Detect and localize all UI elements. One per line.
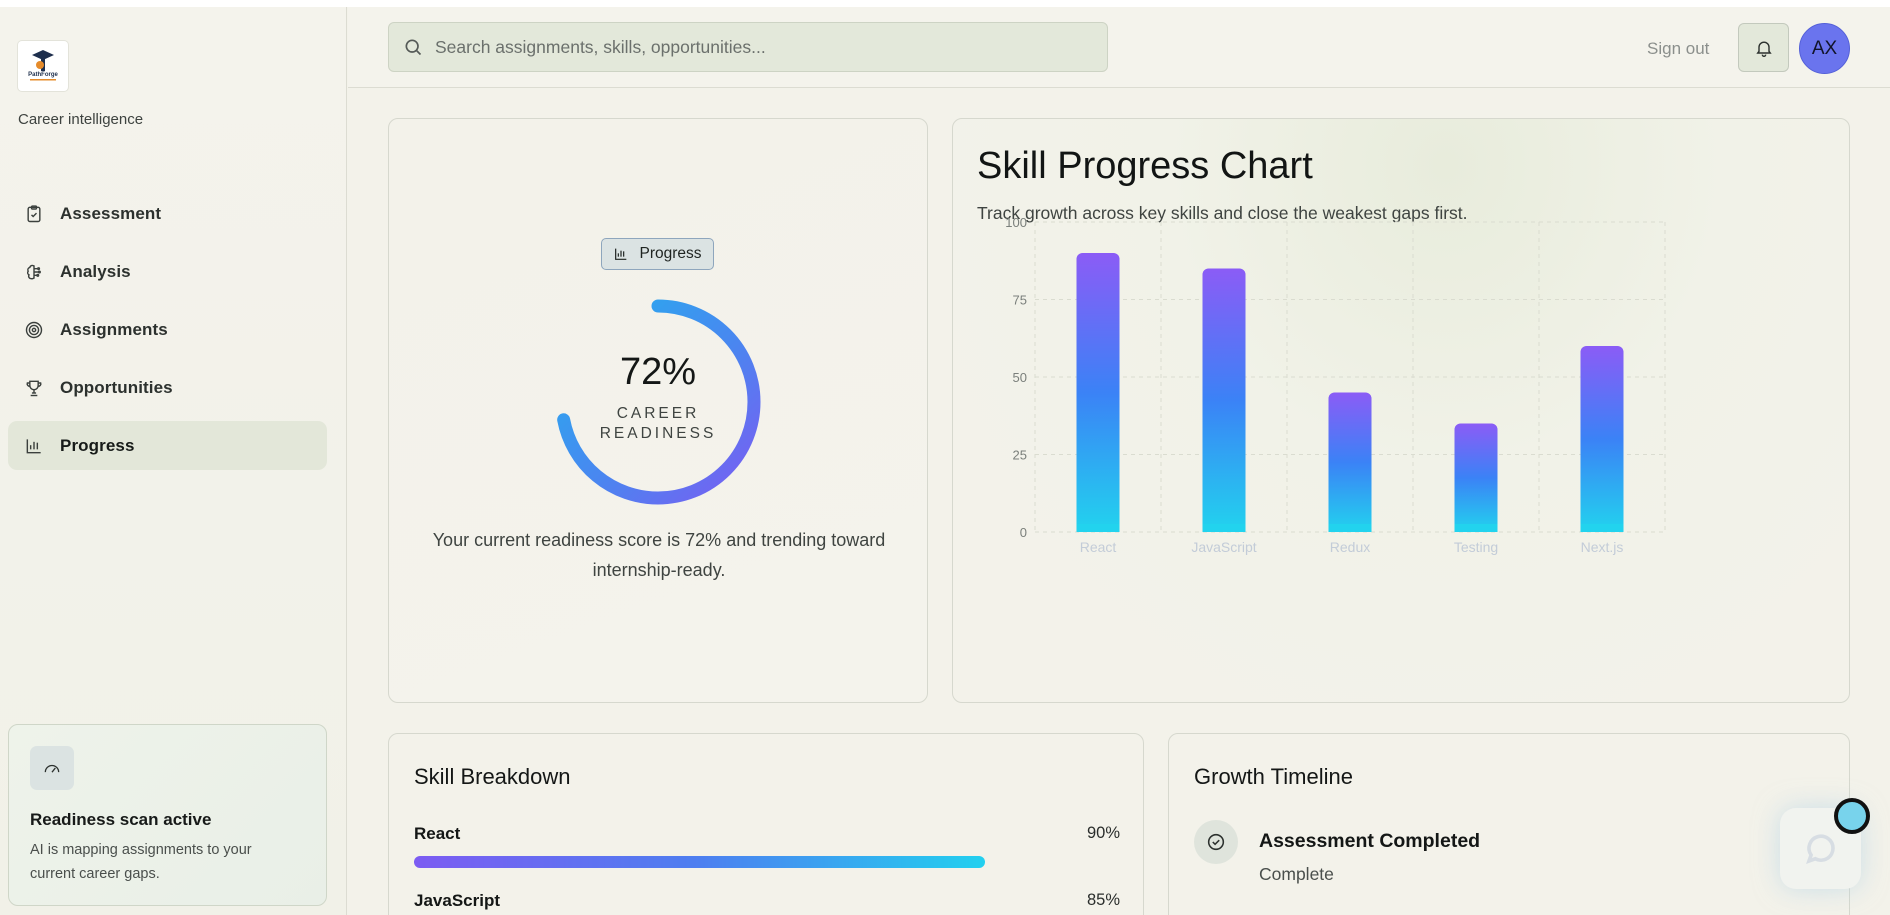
chart-x-tick-label: Testing [1454,539,1498,555]
chart-y-tick-label: 75 [1013,293,1027,308]
chart-bar-base [1328,524,1372,532]
timeline-item-status: Complete [1259,864,1334,884]
chart-bar-base [1580,524,1624,532]
timeline-item-title: Assessment Completed [1259,830,1481,852]
sidebar-tagline: Career intelligence [18,111,144,128]
chart-bar-redux[interactable] [1328,392,1372,533]
readiness-card: Progress 72% CAREER READINESS Your curre… [388,118,928,703]
skill-progress-fill [414,856,985,868]
readiness-label-line1: CAREER [616,405,700,422]
top-header: Sign out AX [348,7,1890,88]
skill-bar-chart: 0 25 50 75 100 React JavaScript Redux Testing Nex… [1005,215,1666,555]
skill-percent: 85% [1086,891,1120,909]
sign-out-link[interactable]: Sign out [1647,39,1710,58]
chart-x-tick-label: JavaScript [1191,539,1256,555]
search-input[interactable] [435,36,1107,58]
sidebar-item-label: Assignments [60,319,168,339]
skill-breakdown-title: Skill Breakdown [414,764,571,789]
skill-progress-chart-card: Skill Progress Chart Track growth across… [952,118,1850,703]
gauge-icon [30,746,74,790]
chat-bubble-icon [1805,833,1835,864]
readiness-arc [555,299,761,505]
chart-y-tick-label: 25 [1013,448,1027,463]
notifications-button[interactable] [1738,23,1789,72]
chart-bar-base [1454,524,1498,532]
chart-bar-base [1076,524,1120,532]
skill-progress-track [414,856,1048,868]
clipboard-check-icon [24,204,44,224]
bell-icon [1755,41,1772,57]
check-circle-icon [1194,820,1238,864]
chart-x-tick-label: Next.js [1581,539,1624,555]
logo-wordmark: PathForge [28,72,58,78]
readiness-percent: 72% [619,351,697,393]
chart-y-tick-label: 0 [1020,525,1027,540]
growth-timeline-card: Growth Timeline Assessment Completed Com… [1168,733,1850,915]
progress-badge-label: Progress [639,245,702,262]
chart-bar-react[interactable] [1076,253,1120,532]
scan-title: Readiness scan active [30,810,212,829]
chat-notification-dot [1834,798,1870,834]
readiness-label-line2: READINESS [599,425,717,442]
brain-icon [24,262,44,282]
user-avatar[interactable]: AX [1799,23,1850,74]
skill-name: React [414,824,461,843]
sidebar: PathForge Career intelligence Assessment… [0,7,347,915]
sidebar-item-progress[interactable]: Progress [8,421,327,470]
chart-x-tick-label: React [1080,539,1117,555]
progress-badge: Progress [601,238,714,270]
chart-y-tick-label: 100 [1005,215,1027,230]
pathforge-logo[interactable]: PathForge [18,41,68,91]
chart-y-tick-label: 50 [1013,370,1027,385]
sidebar-item-assignments[interactable]: Assignments [8,305,327,354]
bar-chart-icon [615,248,627,260]
readiness-scan-card: Readiness scan active AI is mapping assi… [8,724,327,906]
readiness-ring [555,299,761,505]
readiness-label: CAREER READINESS [550,404,766,444]
search-icon [405,39,422,56]
chart-bar-testing[interactable] [1454,423,1498,533]
chart-subtitle: Track growth across key skills and close… [977,203,1468,223]
sidebar-item-opportunities[interactable]: Opportunities [8,363,327,412]
scan-description: AI is mapping assignments to your curren… [30,842,252,882]
trophy-icon [24,378,44,398]
search-box[interactable] [388,22,1108,72]
sidebar-item-label: Assessment [60,203,162,223]
chart-bar-javascript[interactable] [1202,268,1246,533]
growth-timeline-title: Growth Timeline [1194,764,1353,789]
skill-breakdown-card: Skill Breakdown React 90% JavaScript 85% [388,733,1144,915]
top-strip [0,0,1890,7]
readiness-description: Your current readiness score is 72% and … [432,530,886,580]
chart-bar-base [1202,524,1246,532]
chart-title: Skill Progress Chart [977,145,1313,187]
skill-name: JavaScript [414,891,500,910]
sidebar-item-label: Analysis [60,261,131,281]
sidebar-item-assessment[interactable]: Assessment [8,189,327,238]
chart-x-tick-label: Redux [1330,539,1370,555]
bar-chart-icon [24,436,44,456]
sidebar-nav: Assessment Analysis Assignments Opportun… [8,189,327,479]
skill-percent: 90% [1086,824,1120,842]
sidebar-item-label: Progress [60,435,135,455]
sidebar-item-label: Opportunities [60,377,173,397]
chart-bar-next-js[interactable] [1580,346,1624,532]
target-icon [24,320,44,340]
sidebar-item-analysis[interactable]: Analysis [8,247,327,296]
